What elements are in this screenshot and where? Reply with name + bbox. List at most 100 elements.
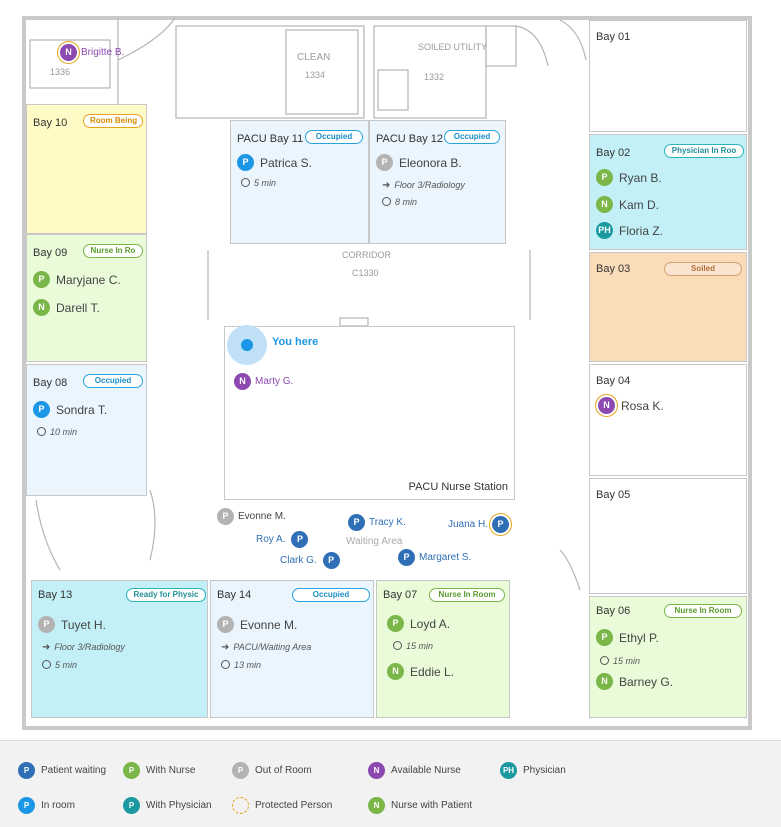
person-name: Margaret S.	[419, 552, 472, 564]
person-name: Darell T.	[56, 300, 100, 315]
room-title: Bay 06	[596, 605, 631, 617]
room-bay-08[interactable]: Bay 08 Occupied P Sondra T. 10 min	[26, 364, 147, 496]
room-bay-02[interactable]: Bay 02 Physician In Roo P Ryan B. N Kam D.…	[589, 134, 747, 250]
available-nurse[interactable]: N Marty G.	[234, 373, 293, 393]
room-title: PACU Bay 12	[376, 133, 444, 145]
patient-out-of-room[interactable]: P Evonne M.	[217, 616, 297, 636]
person-name: Sondra T.	[56, 402, 108, 417]
patient-icon: P	[33, 271, 50, 289]
patient-icon: P	[123, 762, 140, 780]
clock-icon	[393, 641, 402, 650]
available-nurse-protected[interactable]: N Rosa K.	[598, 397, 664, 417]
room-bay-07[interactable]: Bay 07 Nurse In Room P Loyd A. 15 min N Ed…	[376, 580, 510, 718]
patient-in-room[interactable]: P Sondra T.	[33, 401, 107, 421]
room-bay-01[interactable]: Bay 01	[589, 20, 747, 132]
legend-nurse-with-patient: N Nurse with Patient	[368, 797, 472, 815]
room-title: Bay 07	[383, 589, 418, 601]
room-bay-03[interactable]: Bay 03 Soiled	[589, 252, 747, 362]
available-nurse-protected[interactable]: N Brigitte B.	[60, 44, 124, 64]
room-title: Bay 13	[38, 589, 73, 601]
patient-icon: P	[376, 154, 393, 172]
legend-patient-waiting: P Patient waiting	[18, 762, 106, 780]
room-title: Bay 03	[596, 263, 631, 275]
room-pacu-bay-11[interactable]: PACU Bay 11 Occupied P Patrica S. 5 min	[230, 120, 369, 244]
nurse-icon: N	[33, 299, 50, 317]
person-name: Brigitte B.	[81, 47, 125, 59]
patient-out-of-room[interactable]: P Eleonora B.	[376, 154, 462, 174]
patient-with-nurse[interactable]: P Ethyl P.	[596, 629, 659, 649]
nurse-icon: N	[60, 44, 77, 62]
legend-with-physician: P With Physician	[123, 797, 212, 815]
room-pacu-bay-12[interactable]: PACU Bay 12 Occupied P Eleonora B. ➜ Floor…	[369, 120, 506, 244]
protected-ring-icon	[232, 797, 249, 815]
person-name: Ryan B.	[619, 170, 662, 185]
room-title: PACU Bay 11	[237, 133, 304, 145]
nurse-with-patient[interactable]: N Kam D.	[596, 196, 659, 216]
elapsed-time: 10 min	[37, 427, 77, 437]
patient-icon: P	[387, 615, 404, 633]
patient-out-of-room[interactable]: P Tuyet H.	[38, 616, 106, 636]
patient-with-nurse[interactable]: P Ryan B.	[596, 169, 662, 189]
patient-with-nurse[interactable]: P Maryjane C.	[33, 271, 121, 291]
corridor-label: CORRIDOR	[342, 250, 391, 260]
room-title: Bay 08	[33, 377, 68, 389]
person-name: Eddie L.	[410, 664, 455, 679]
location-arrow-icon: ➜	[221, 642, 230, 653]
elapsed-time: 8 min	[382, 197, 417, 207]
person-name: Eleonora B.	[399, 155, 462, 170]
legend-with-nurse: P With Nurse	[123, 762, 195, 780]
status-badge: Room Being	[83, 114, 143, 128]
patient-waiting[interactable]: Clark G. P	[280, 552, 340, 572]
person-name: Loyd A.	[410, 616, 451, 631]
person-name: Ethyl P.	[619, 630, 659, 645]
room-bay-13[interactable]: Bay 13 Ready for Physic P Tuyet H. ➜ Floor…	[31, 580, 208, 718]
patient-icon: P	[217, 508, 234, 526]
legend-available-nurse: N Available Nurse	[368, 762, 461, 780]
elapsed-time: 15 min	[600, 656, 640, 666]
patient-with-nurse[interactable]: P Loyd A.	[387, 615, 450, 635]
nurse-icon: N	[596, 196, 613, 214]
patient-icon: P	[33, 401, 50, 419]
physician-icon: PH	[500, 762, 517, 780]
patient-waiting[interactable]: P Tracy K.	[348, 514, 406, 534]
patient-waiting[interactable]: Roy A. P	[256, 531, 309, 551]
patient-out-of-room[interactable]: P Evonne M.	[217, 508, 286, 528]
clock-icon	[37, 427, 46, 436]
nurse-with-patient[interactable]: N Eddie L.	[387, 663, 454, 683]
person-name: Evonne M.	[238, 511, 286, 523]
waiting-area-label: Waiting Area	[346, 536, 403, 547]
person-name: Maryjane C.	[56, 272, 121, 287]
patient-in-room[interactable]: P Patrica S.	[237, 154, 312, 174]
patient-location: ➜ Floor 3/Radiology	[382, 180, 465, 191]
room-bay-14[interactable]: Bay 14 Occupied P Evonne M. ➜ PACU/Waiting…	[210, 580, 374, 718]
room-bay-09[interactable]: Bay 09 Nurse In Ro P Maryjane C. N Darell …	[26, 234, 147, 362]
nurse-station[interactable]: You here N Marty G. PACU Nurse Station	[224, 325, 515, 500]
soiled-room-number: 1332	[424, 72, 444, 82]
you-here-label: You here	[272, 336, 319, 348]
status-badge: Occupied	[444, 130, 500, 144]
status-badge: Occupied	[292, 588, 370, 602]
patient-icon: P	[237, 154, 254, 172]
status-badge: Soiled	[664, 262, 742, 276]
person-name: Kam D.	[619, 197, 660, 212]
patient-location: ➜ PACU/Waiting Area	[221, 642, 312, 653]
patient-icon: P	[232, 762, 249, 780]
corridor-number: C1330	[352, 268, 379, 278]
room-bay-10[interactable]: Bay 10 Room Being	[26, 104, 147, 234]
nurse-icon: N	[234, 373, 251, 391]
legend-in-room: P In room	[18, 797, 75, 815]
stair-room-number: 1336	[50, 67, 70, 77]
legend-protected-person: Protected Person	[232, 797, 332, 815]
nurse-with-patient[interactable]: N Barney G.	[596, 673, 673, 693]
nurse-with-patient[interactable]: N Darell T.	[33, 299, 100, 319]
status-badge: Occupied	[83, 374, 143, 388]
patient-waiting-protected[interactable]: Juana H. P	[448, 516, 510, 536]
room-bay-05[interactable]: Bay 05	[589, 478, 747, 594]
clock-icon	[600, 656, 609, 665]
person-name: Tracy K.	[369, 517, 406, 529]
patient-waiting[interactable]: P Margaret S.	[398, 549, 471, 569]
physician[interactable]: PH Floria Z.	[596, 222, 663, 242]
patient-location: ➜ Floor 3/Radiology	[42, 642, 125, 653]
room-bay-04[interactable]: Bay 04 N Rosa K.	[589, 364, 747, 476]
